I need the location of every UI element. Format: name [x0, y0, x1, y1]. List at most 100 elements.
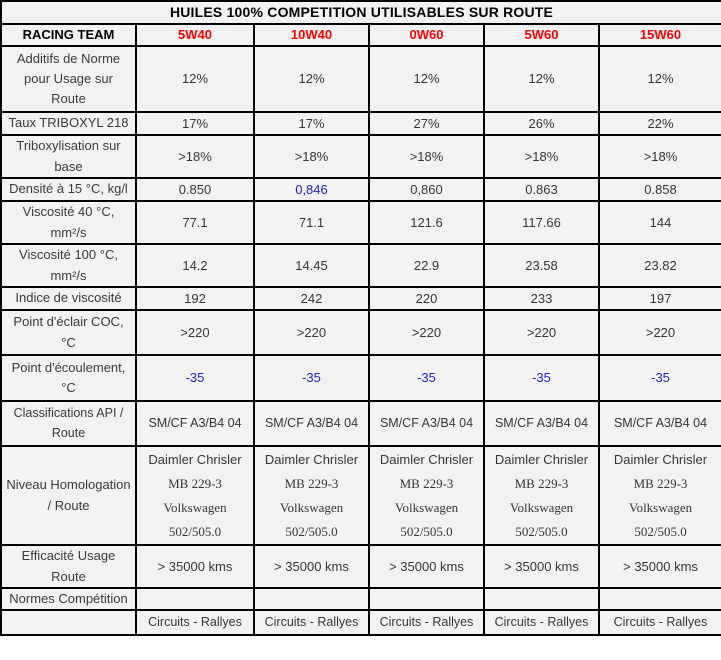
value-line: Daimler Chrisler [494, 451, 589, 467]
value-cell: >220 [483, 309, 600, 356]
row-label: Viscosité 40 °C, mm²/s [0, 200, 137, 245]
value-cell: Daimler Chrisler MB 229-3 Volkswagen 502/50… [253, 445, 370, 546]
value-cell: SM/CF A3/B4 04 [368, 400, 485, 447]
table-row: Indice de viscosité 192 242 220 233 197 [0, 286, 721, 311]
value-cell: 12% [135, 45, 255, 113]
value-cell: -35 [253, 354, 370, 402]
value-cell: 14.2 [135, 243, 255, 288]
value-cell: Circuits - Rallyes [597, 609, 721, 637]
row-label: Point d'écoulement, °C [0, 354, 137, 402]
value-line: 502/505.0 [515, 523, 568, 539]
value-line: Volkswagen [509, 499, 574, 515]
value-cell: > 35000 kms [597, 544, 721, 589]
table-row: Additifs de Norme pour Usage sur Route 12… [0, 45, 721, 113]
value-cell: 220 [368, 286, 485, 311]
table-row: Densité à 15 °C, kg/l 0.850 0,846 0,860 0.86… [0, 177, 721, 202]
value-line: Daimler Chrisler [379, 451, 474, 467]
title-row: HUILES 100% COMPETITION UTILISABLES SUR … [0, 0, 721, 25]
header-row: RACING TEAM 5W40 10W40 0W60 5W60 15W60 [0, 23, 721, 47]
value-cell: 23.82 [597, 243, 721, 288]
table-row: Circuits - Rallyes Circuits - Rallyes Circ… [0, 609, 721, 637]
column-header-grade: 0W60 [368, 23, 485, 47]
value-cell: 0,846 [253, 177, 370, 202]
value-cell: 22% [597, 111, 721, 136]
value-line: 502/505.0 [168, 523, 222, 539]
value-cell: >18% [135, 134, 255, 179]
value-cell: 12% [597, 45, 721, 113]
row-label [0, 609, 137, 637]
value-cell: 71.1 [253, 200, 370, 245]
value-cell [253, 586, 370, 612]
column-header-racing-team: RACING TEAM [0, 23, 137, 47]
row-label: Indice de viscosité [0, 286, 137, 311]
value-cell: 17% [253, 111, 370, 136]
value-line: Daimler Chrisler [264, 451, 359, 467]
value-cell: 12% [483, 45, 600, 113]
row-label: Additifs de Norme pour Usage sur Route [0, 45, 137, 113]
row-label: Viscosité 100 °C, mm²/s [0, 243, 137, 288]
value-line: MB 229-3 [168, 475, 222, 491]
value-cell: SM/CF A3/B4 04 [483, 400, 600, 447]
value-cell: 192 [135, 286, 255, 311]
value-cell: Circuits - Rallyes [135, 609, 255, 637]
value-cell [368, 586, 485, 612]
value-line: 502/505.0 [400, 523, 453, 539]
value-cell: 17% [135, 111, 255, 136]
row-label: Point d'éclair COC, °C [0, 309, 137, 356]
value-cell: -35 [483, 354, 600, 402]
value-cell: 0.863 [483, 177, 600, 202]
value-cell: Daimler Chrisler MB 229-3 Volkswagen 502/50… [483, 445, 600, 546]
value-cell: >220 [253, 309, 370, 356]
value-cell: 242 [253, 286, 370, 311]
value-line: Volkswagen [163, 499, 227, 515]
value-cell: >18% [483, 134, 600, 179]
value-cell: 12% [368, 45, 485, 113]
value-cell: > 35000 kms [253, 544, 370, 589]
value-line: 502/505.0 [634, 523, 687, 539]
value-cell: >220 [135, 309, 255, 356]
value-cell: -35 [368, 354, 485, 402]
row-label: Efficacité Usage Route [0, 544, 137, 589]
value-cell: 0.858 [597, 177, 721, 202]
table-row: Viscosité 40 °C, mm²/s 77.1 71.1 121.6 117.6… [0, 200, 721, 245]
row-label: Triboxylisation sur base [0, 134, 137, 179]
value-cell: 0.850 [135, 177, 255, 202]
table-row: Taux TRIBOXYL 218 17% 17% 27% 26% 22% [0, 111, 721, 136]
row-label: Niveau Homologation / Route [0, 445, 137, 546]
value-line: MB 229-3 [633, 475, 688, 491]
table-row: Niveau Homologation / Route Daimler Chris… [0, 445, 721, 546]
column-header-grade: 15W60 [597, 23, 721, 47]
value-cell: SM/CF A3/B4 04 [597, 400, 721, 447]
value-cell: 14.45 [253, 243, 370, 288]
value-line: MB 229-3 [514, 475, 569, 491]
value-line: Volkswagen [628, 499, 693, 515]
value-cell: > 35000 kms [135, 544, 255, 589]
value-cell: 23.58 [483, 243, 600, 288]
value-cell [597, 586, 721, 612]
row-label: Classifications API / Route [0, 400, 137, 447]
value-line: Daimler Chrisler [148, 451, 242, 467]
value-cell: >18% [253, 134, 370, 179]
value-cell: Daimler Chrisler MB 229-3 Volkswagen 502/50… [368, 445, 485, 546]
row-label: Densité à 15 °C, kg/l [0, 177, 137, 202]
value-line: 502/505.0 [285, 523, 338, 539]
value-cell: Daimler Chrisler MB 229-3 Volkswagen 502/50… [597, 445, 721, 546]
value-cell: SM/CF A3/B4 04 [135, 400, 255, 447]
value-cell: Daimler Chrisler MB 229-3 Volkswagen 502/50… [135, 445, 255, 546]
value-line: Volkswagen [394, 499, 459, 515]
value-cell: 22.9 [368, 243, 485, 288]
page-title: HUILES 100% COMPETITION UTILISABLES SUR … [0, 0, 721, 25]
value-cell: > 35000 kms [483, 544, 600, 589]
value-cell: 144 [597, 200, 721, 245]
value-cell: 233 [483, 286, 600, 311]
value-cell: 77.1 [135, 200, 255, 245]
value-cell: Circuits - Rallyes [368, 609, 485, 637]
value-cell: 197 [597, 286, 721, 311]
value-cell: Circuits - Rallyes [483, 609, 600, 637]
column-header-grade: 5W40 [135, 23, 255, 47]
table-row: Viscosité 100 °C, mm²/s 14.2 14.45 22.9 23.5… [0, 243, 721, 288]
value-cell: 117.66 [483, 200, 600, 245]
value-line: MB 229-3 [284, 475, 339, 491]
table-row: Point d'éclair COC, °C >220 >220 >220 >220 >2… [0, 309, 721, 356]
value-cell [483, 586, 600, 612]
